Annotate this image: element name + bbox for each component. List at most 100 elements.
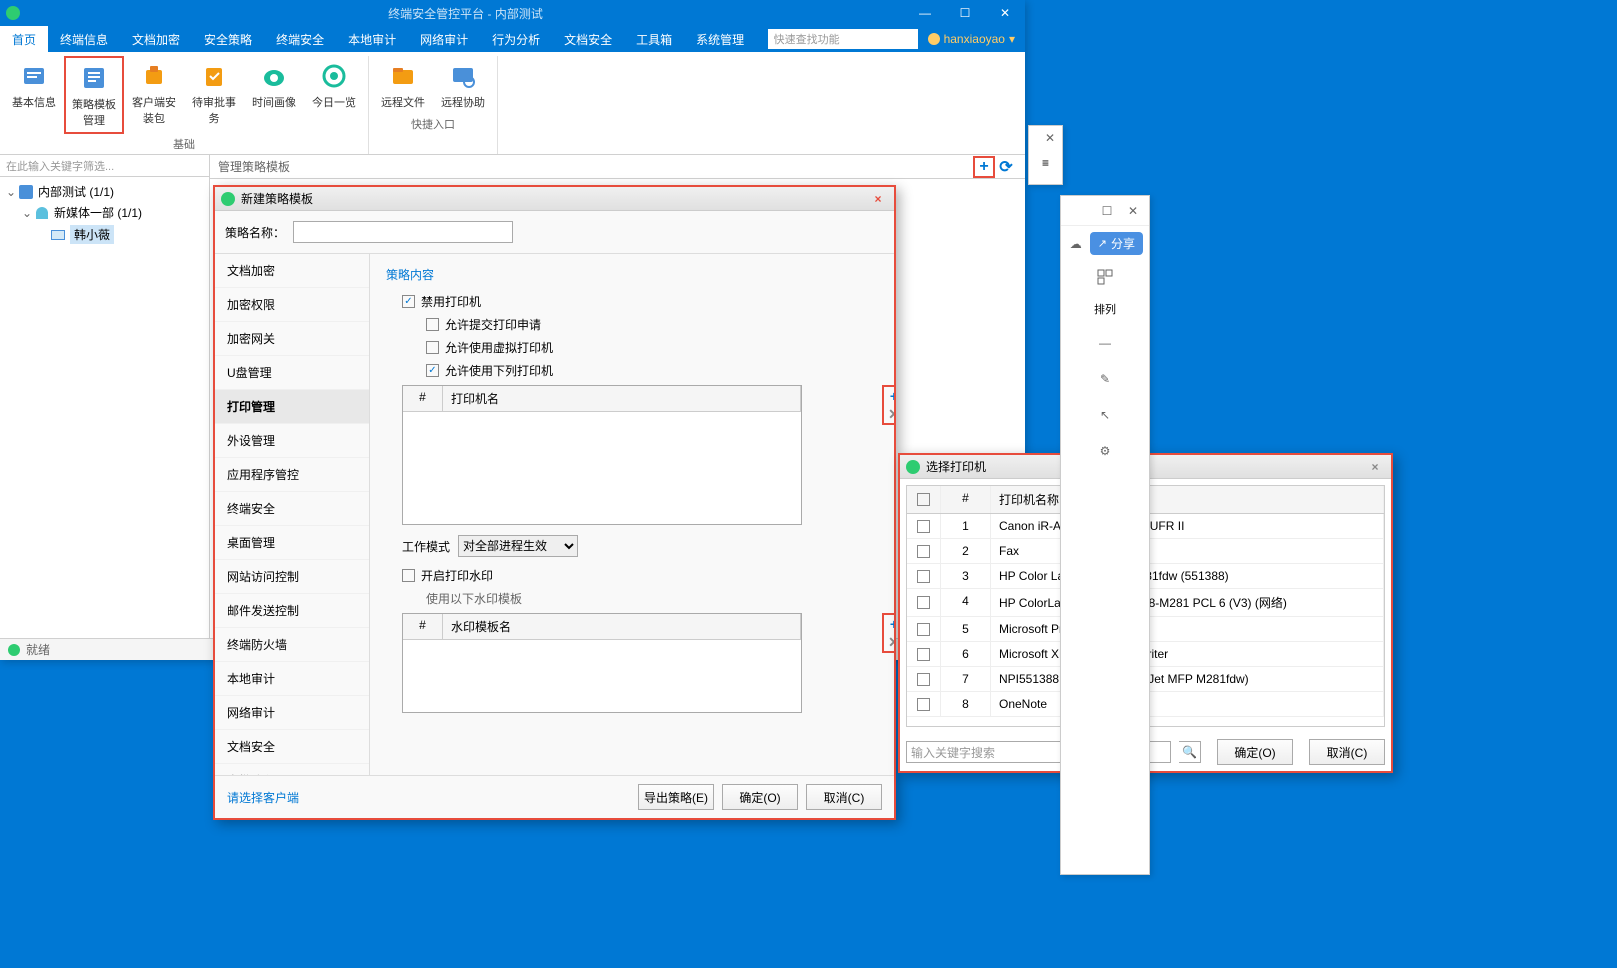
row-checkbox[interactable] <box>907 692 941 716</box>
row-checkbox[interactable] <box>907 642 941 666</box>
background-panel-2: ☐ ✕ ☁ ↗ 分享 排列 — ✎ ↖ ⚙ <box>1060 195 1150 875</box>
user-menu[interactable]: hanxiaoyao ▾ <box>928 32 1015 46</box>
sidebar-item[interactable]: 审批流程 <box>215 764 369 775</box>
content-header: 管理策略模板 + ⟳ <box>210 155 1025 179</box>
sidebar-item[interactable]: 终端防火墙 <box>215 628 369 662</box>
ribbon-today-overview[interactable]: 今日一览 <box>304 56 364 134</box>
add-printer-button[interactable]: + <box>884 387 894 405</box>
share-button[interactable]: ↗ 分享 <box>1090 232 1143 255</box>
close-icon[interactable]: ✕ <box>1042 130 1058 146</box>
minimize-button[interactable]: — <box>905 0 945 26</box>
work-mode-select[interactable]: 对全部进程生效 <box>458 535 578 557</box>
row-checkbox[interactable] <box>907 667 941 691</box>
sidebar-item[interactable]: 本地审计 <box>215 662 369 696</box>
status-text: 就绪 <box>26 641 50 658</box>
check-watermark[interactable]: 开启打印水印 <box>402 567 878 584</box>
tab-doc-encrypt[interactable]: 文档加密 <box>120 26 192 52</box>
tab-network-audit[interactable]: 网络审计 <box>408 26 480 52</box>
refresh-button[interactable]: ⟳ <box>995 156 1017 178</box>
ribbon: 基本信息 策略模板管理 客户端安装包 待审批事务 时间画像 <box>0 52 1025 155</box>
policy-template-icon <box>78 62 110 94</box>
table-header: # 水印模板名 <box>403 614 801 640</box>
check-allow-following[interactable]: 允许使用下列打印机 <box>426 362 878 379</box>
ok-button[interactable]: 确定(O) <box>722 784 798 810</box>
sidebar-item[interactable]: 文档加密 <box>215 254 369 288</box>
package-icon <box>138 60 170 92</box>
sidebar-item[interactable]: U盘管理 <box>215 356 369 390</box>
ribbon-remote-assist[interactable]: 远程协助 <box>433 56 493 114</box>
pencil-icon[interactable]: ✎ <box>1095 369 1115 389</box>
row-checkbox[interactable] <box>907 589 941 616</box>
menu-icon[interactable]: ≡ <box>1029 150 1062 170</box>
row-checkbox[interactable] <box>907 617 941 641</box>
select-all-checkbox[interactable] <box>907 486 941 513</box>
quick-search-input[interactable]: 快速查找功能 <box>768 29 918 49</box>
maximize-icon[interactable]: ☐ <box>1099 203 1115 219</box>
ribbon-policy-template[interactable]: 策略模板管理 <box>64 56 124 134</box>
tree-node-root[interactable]: ⌄ 内部测试 (1/1) <box>0 181 209 202</box>
close-icon[interactable]: ✕ <box>1125 203 1141 219</box>
dialog-icon <box>906 460 920 474</box>
tab-system[interactable]: 系统管理 <box>684 26 756 52</box>
sidebar-item[interactable]: 终端安全 <box>215 492 369 526</box>
cancel-button[interactable]: 取消(C) <box>806 784 882 810</box>
checkbox-icon <box>426 318 439 331</box>
tree-node-dept[interactable]: ⌄ 新媒体一部 (1/1) <box>0 202 209 223</box>
sidebar-item[interactable]: 文档安全 <box>215 730 369 764</box>
check-disable-printer[interactable]: 禁用打印机 <box>402 293 878 310</box>
row-checkbox[interactable] <box>907 539 941 563</box>
remove-watermark-button[interactable]: ✕ <box>884 633 894 651</box>
tab-home[interactable]: 首页 <box>0 26 48 52</box>
remove-printer-button[interactable]: ✕ <box>884 405 894 423</box>
add-policy-button[interactable]: + <box>973 156 995 178</box>
sidebar-item[interactable]: 桌面管理 <box>215 526 369 560</box>
tab-local-audit[interactable]: 本地审计 <box>336 26 408 52</box>
printer-table-actions: + ✕ <box>882 385 894 425</box>
cloud-icon[interactable]: ☁ <box>1068 236 1084 252</box>
arrange-button[interactable] <box>1097 269 1113 285</box>
sidebar-item[interactable]: 邮件发送控制 <box>215 594 369 628</box>
policy-name-input[interactable] <box>293 221 513 243</box>
basic-info-icon <box>18 60 50 92</box>
tab-terminal-security[interactable]: 终端安全 <box>264 26 336 52</box>
tree-node-user[interactable]: 韩小薇 <box>0 223 209 246</box>
ribbon-client-package[interactable]: 客户端安装包 <box>124 56 184 134</box>
add-watermark-button[interactable]: + <box>884 615 894 633</box>
ribbon-basic-info[interactable]: 基本信息 <box>4 56 64 134</box>
check-allow-submit[interactable]: 允许提交打印申请 <box>426 316 878 333</box>
app-icon <box>0 0 26 26</box>
sidebar-item[interactable]: 外设管理 <box>215 424 369 458</box>
row-checkbox[interactable] <box>907 514 941 538</box>
tab-doc-security[interactable]: 文档安全 <box>552 26 624 52</box>
dialog-close-button[interactable]: × <box>1365 457 1385 477</box>
minus-icon[interactable]: — <box>1095 333 1115 353</box>
sidebar-item[interactable]: 加密权限 <box>215 288 369 322</box>
tab-toolbox[interactable]: 工具箱 <box>624 26 684 52</box>
tab-security-policy[interactable]: 安全策略 <box>192 26 264 52</box>
search-button[interactable]: 🔍 <box>1179 741 1201 763</box>
tab-terminal-info[interactable]: 终端信息 <box>48 26 120 52</box>
chevron-down-icon: ▾ <box>1009 32 1015 46</box>
ribbon-pending-approval[interactable]: 待审批事务 <box>184 56 244 134</box>
ok-button[interactable]: 确定(O) <box>1217 739 1293 765</box>
cursor-icon[interactable]: ↖ <box>1095 405 1115 425</box>
sidebar-item[interactable]: 网站访问控制 <box>215 560 369 594</box>
close-button[interactable]: ✕ <box>985 0 1025 26</box>
cancel-button[interactable]: 取消(C) <box>1309 739 1385 765</box>
sidebar-item[interactable]: 打印管理 <box>215 390 369 424</box>
tree-content: ⌄ 内部测试 (1/1) ⌄ 新媒体一部 (1/1) 韩小薇 <box>0 177 209 638</box>
ribbon-remote-file[interactable]: 远程文件 <box>373 56 433 114</box>
check-allow-virtual[interactable]: 允许使用虚拟打印机 <box>426 339 878 356</box>
ribbon-time-profile[interactable]: 时间画像 <box>244 56 304 134</box>
maximize-button[interactable]: ☐ <box>945 0 985 26</box>
tab-behavior[interactable]: 行为分析 <box>480 26 552 52</box>
dialog-close-button[interactable]: × <box>868 189 888 209</box>
sidebar-item[interactable]: 加密网关 <box>215 322 369 356</box>
sidebar-item[interactable]: 应用程序管控 <box>215 458 369 492</box>
sidebar-item[interactable]: 网络审计 <box>215 696 369 730</box>
row-checkbox[interactable] <box>907 564 941 588</box>
export-policy-button[interactable]: 导出策略(E) <box>638 784 714 810</box>
settings-icon[interactable]: ⚙ <box>1095 441 1115 461</box>
policy-name-row: 策略名称： <box>215 211 894 254</box>
tree-filter-input[interactable]: 在此输入关键字筛选... <box>0 155 209 177</box>
